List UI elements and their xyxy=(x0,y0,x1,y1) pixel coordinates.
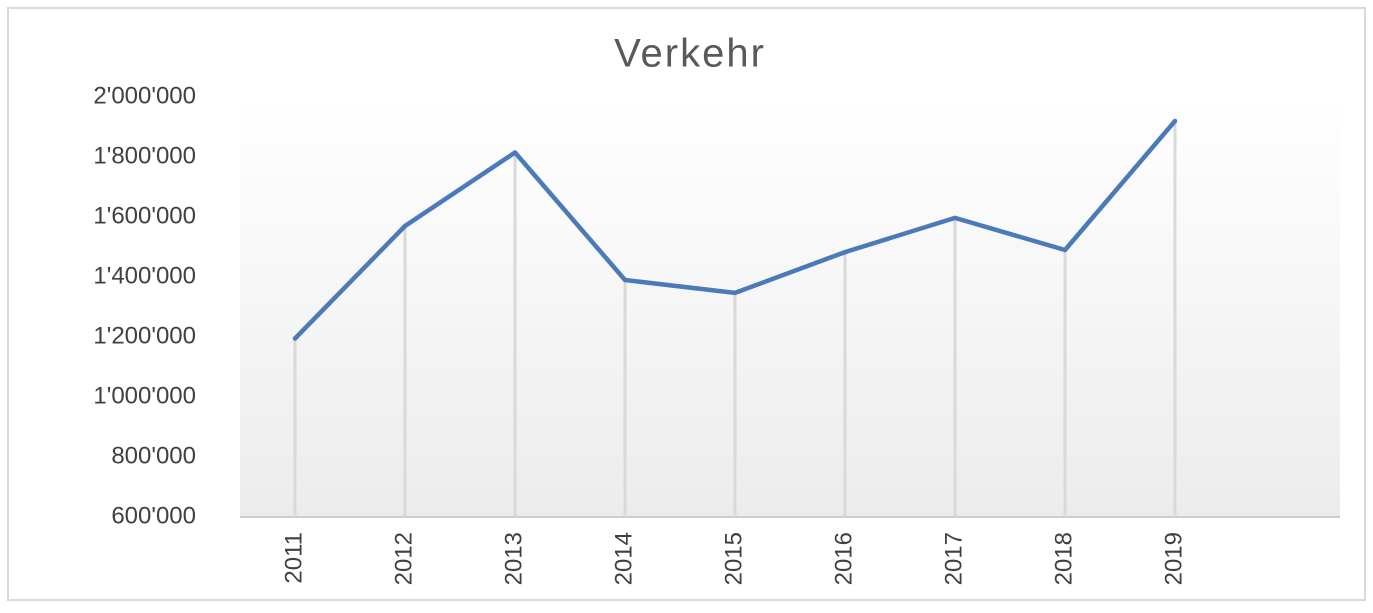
series-line xyxy=(292,118,1178,341)
y-tick-label: 1'600'000 xyxy=(93,202,196,229)
y-tick-label: 1'000'000 xyxy=(93,382,196,409)
x-tick-label: 2016 xyxy=(830,532,857,585)
x-tick-label: 2014 xyxy=(610,532,637,585)
y-tick-label: 600'000 xyxy=(111,502,196,529)
x-tick-label: 2019 xyxy=(1160,532,1187,585)
y-tick-label: 1'800'000 xyxy=(93,142,196,169)
chart-title: Verkehr xyxy=(614,32,766,76)
x-tick-label: 2013 xyxy=(500,532,527,585)
y-tick-label: 1'200'000 xyxy=(93,322,196,349)
y-tick-label: 2'000'000 xyxy=(93,82,196,109)
x-tick-label: 2017 xyxy=(940,532,967,585)
x-tick-label: 2015 xyxy=(720,532,747,585)
y-tick-label: 800'000 xyxy=(111,442,196,469)
y-tick-label: 1'400'000 xyxy=(93,262,196,289)
x-tick-label: 2018 xyxy=(1050,532,1077,585)
x-tick-label: 2012 xyxy=(390,532,417,585)
plot-area xyxy=(240,97,1340,517)
x-tick-label: 2011 xyxy=(280,532,307,584)
